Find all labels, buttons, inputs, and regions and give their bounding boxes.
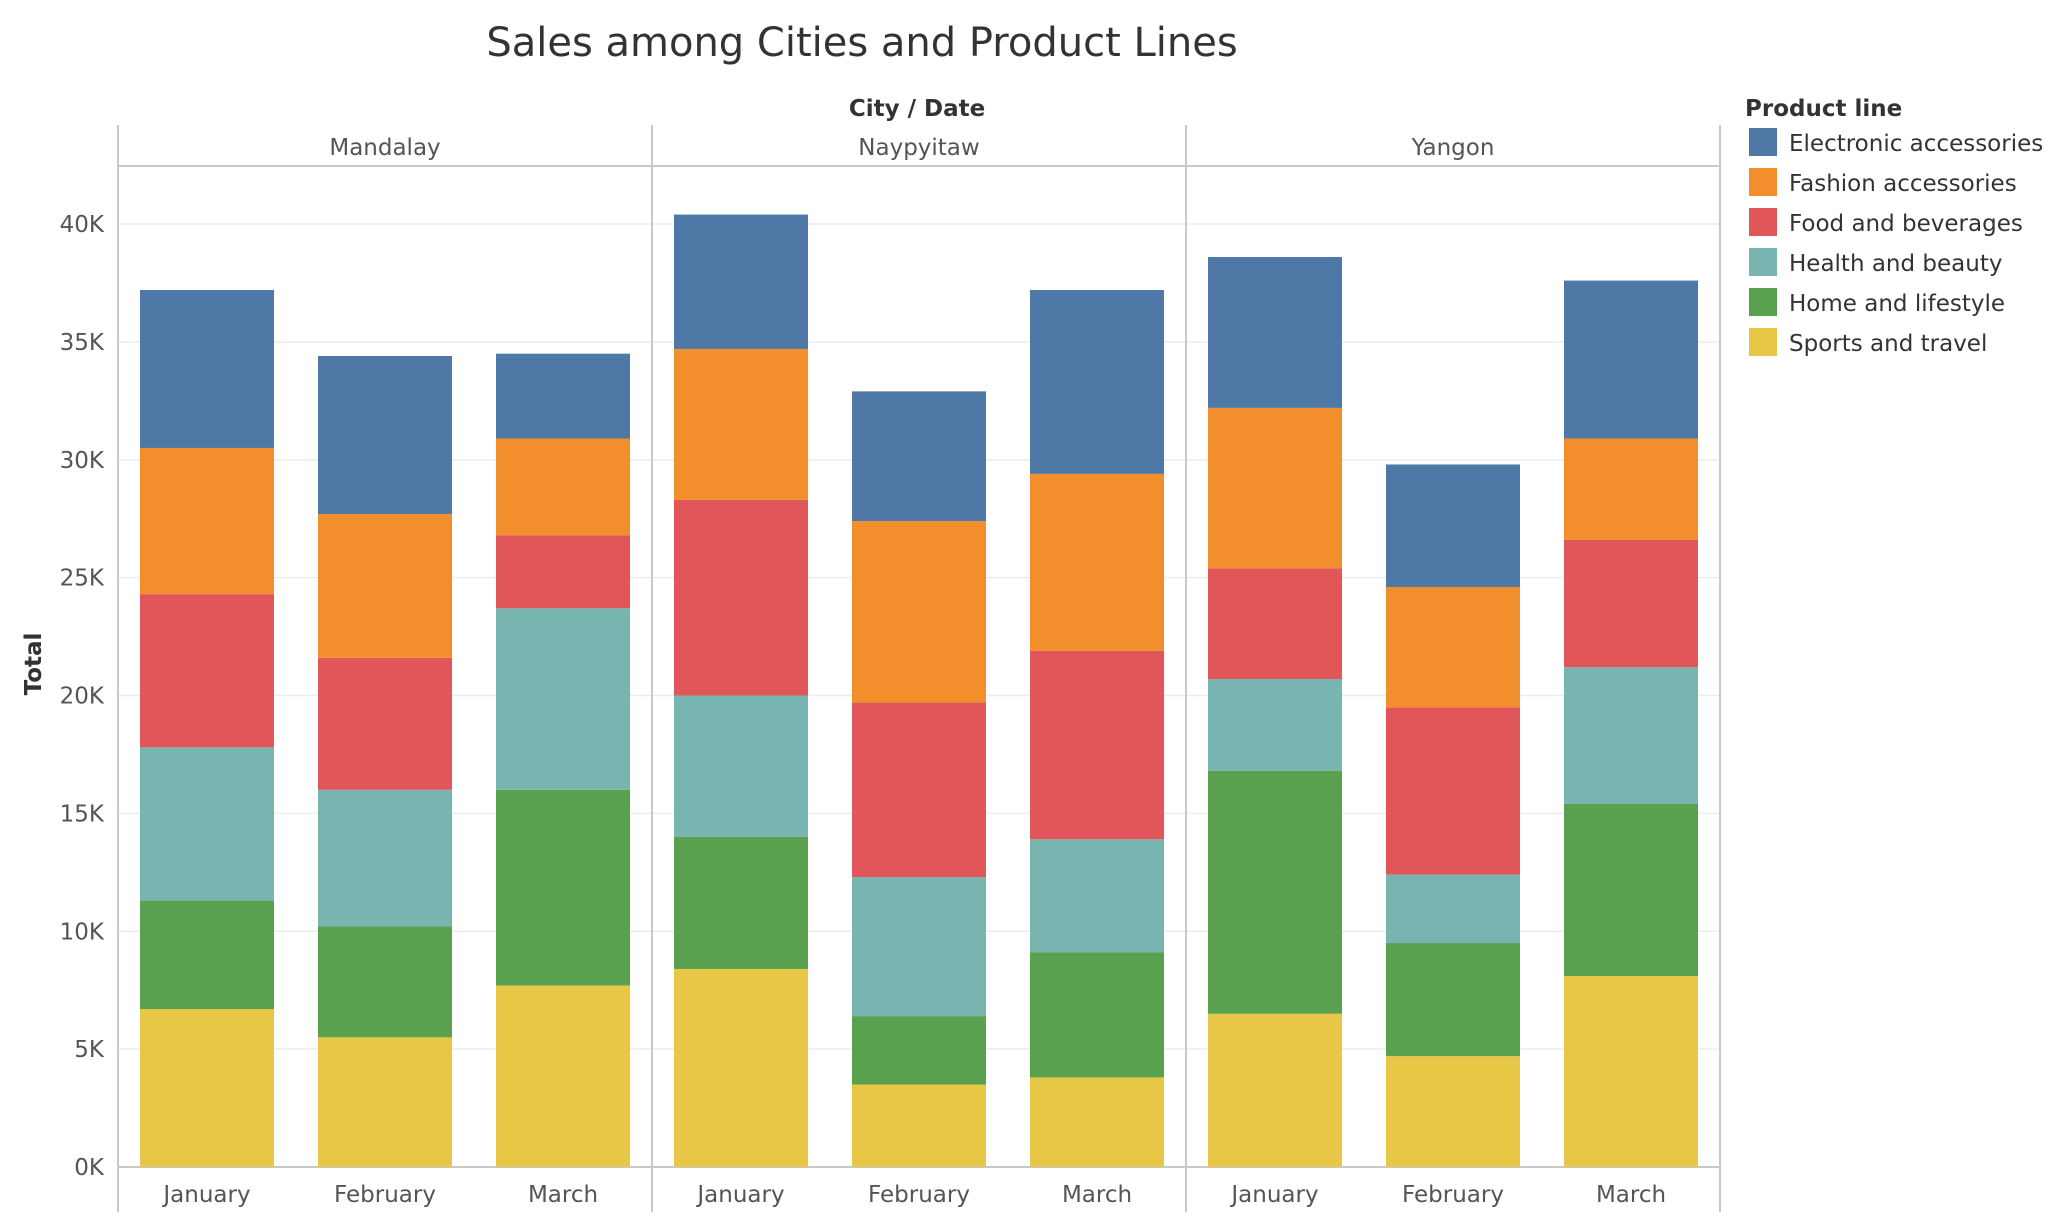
bar-segment <box>1564 803 1698 977</box>
y-tick-label: 10K <box>60 919 105 945</box>
bar-segment <box>852 521 986 703</box>
bar-segment <box>1564 280 1698 439</box>
bar-segment <box>1564 539 1698 668</box>
bar-segment <box>674 695 808 837</box>
bar-segment <box>140 447 274 595</box>
x-tick-label: January <box>1229 1182 1318 1208</box>
bar-segment <box>1030 290 1164 474</box>
bar-segment <box>496 608 630 790</box>
x-tick-label: February <box>334 1182 436 1208</box>
y-tick-label: 30K <box>60 448 105 474</box>
legend-label: Home and lifestyle <box>1789 291 2005 317</box>
bar-segment <box>674 499 808 696</box>
bar-segment <box>496 789 630 986</box>
legend: Product line Electronic accessories Fashi… <box>1745 96 2043 357</box>
bar-segment <box>852 1016 986 1085</box>
bar-segment <box>1208 257 1342 408</box>
bar-segment <box>1208 678 1342 771</box>
bar-segment <box>1386 943 1520 1057</box>
legend-label: Food and beverages <box>1789 211 2023 237</box>
y-tick-label: 40K <box>60 212 105 238</box>
x-tick-label: January <box>161 1182 250 1208</box>
legend-swatch <box>1749 128 1777 156</box>
y-tick-label: 0K <box>74 1155 105 1181</box>
bars <box>140 214 1698 1167</box>
city-header: Yangon <box>1411 135 1495 161</box>
chart-title: Sales among Cities and Product Lines <box>486 20 1237 66</box>
y-tick-label: 20K <box>60 684 105 710</box>
legend-swatch <box>1749 208 1777 236</box>
bar-segment <box>1208 568 1342 679</box>
y-tick-label: 15K <box>60 801 105 827</box>
bar-segment <box>140 290 274 448</box>
bar-segment <box>318 789 452 927</box>
bar-segment <box>1030 473 1164 651</box>
bar-segment <box>852 391 986 522</box>
legend-swatch <box>1749 248 1777 276</box>
city-header: Mandalay <box>329 135 440 161</box>
bar-segment <box>318 657 452 790</box>
x-axis-ticks: January February March January February March… <box>161 1182 1666 1208</box>
bar-segment <box>140 900 274 1010</box>
bar-segment <box>318 513 452 658</box>
bar-segment <box>1564 438 1698 540</box>
legend-swatch <box>1749 328 1777 356</box>
bar-segment <box>318 356 452 514</box>
bar-segment <box>1564 667 1698 804</box>
bar-segment <box>1030 650 1164 840</box>
bar-segment <box>1208 407 1342 569</box>
legend-label: Electronic accessories <box>1789 131 2043 157</box>
bar-segment <box>852 877 986 1017</box>
legend-swatch <box>1749 168 1777 196</box>
legend-title: Product line <box>1745 96 1902 122</box>
bar-segment <box>1030 839 1164 953</box>
legend-swatch <box>1749 288 1777 316</box>
bar-segment <box>674 214 808 349</box>
column-header-title: City / Date <box>849 96 985 122</box>
bar-segment <box>852 1084 986 1167</box>
y-tick-label: 5K <box>74 1037 105 1063</box>
legend-label: Sports and travel <box>1789 331 1987 357</box>
x-tick-label: February <box>868 1182 970 1208</box>
legend-label: Health and beauty <box>1789 251 2002 277</box>
bar-segment <box>674 836 808 969</box>
bar-segment <box>140 1009 274 1167</box>
bar-segment <box>674 968 808 1167</box>
x-tick-label: March <box>528 1182 598 1208</box>
bar-segment <box>1386 1056 1520 1167</box>
bar-segment <box>1386 707 1520 875</box>
bar-segment <box>1564 976 1698 1167</box>
bar-segment <box>1030 952 1164 1078</box>
x-tick-label: March <box>1062 1182 1132 1208</box>
bar-segment <box>318 926 452 1038</box>
x-tick-label: March <box>1596 1182 1666 1208</box>
bar-segment <box>674 348 808 500</box>
city-header: Naypyitaw <box>858 135 979 161</box>
x-tick-label: February <box>1402 1182 1504 1208</box>
bar-segment <box>1208 1013 1342 1167</box>
bar-segment <box>496 535 630 609</box>
x-tick-label: January <box>695 1182 784 1208</box>
bar-segment <box>1030 1077 1164 1167</box>
y-tick-label: 35K <box>60 330 105 356</box>
bar-segment <box>496 353 630 439</box>
bar-segment <box>1208 770 1342 1014</box>
y-tick-label: 25K <box>60 566 105 592</box>
y-axis-ticks: 0K 5K 10K 15K 20K 25K 30K 35K 40K <box>60 212 105 1181</box>
y-axis-title: Total <box>21 633 47 696</box>
bar-segment <box>496 985 630 1167</box>
bar-segment <box>1386 464 1520 588</box>
bar-segment <box>852 702 986 878</box>
bar-segment <box>496 438 630 536</box>
bar-segment <box>140 747 274 901</box>
legend-label: Fashion accessories <box>1789 171 2017 197</box>
bar-segment <box>1386 587 1520 708</box>
city-headers: Mandalay Naypyitaw Yangon <box>329 135 1494 161</box>
bar-segment <box>140 594 274 748</box>
bar-segment <box>1386 874 1520 944</box>
bar-segment <box>318 1037 452 1167</box>
